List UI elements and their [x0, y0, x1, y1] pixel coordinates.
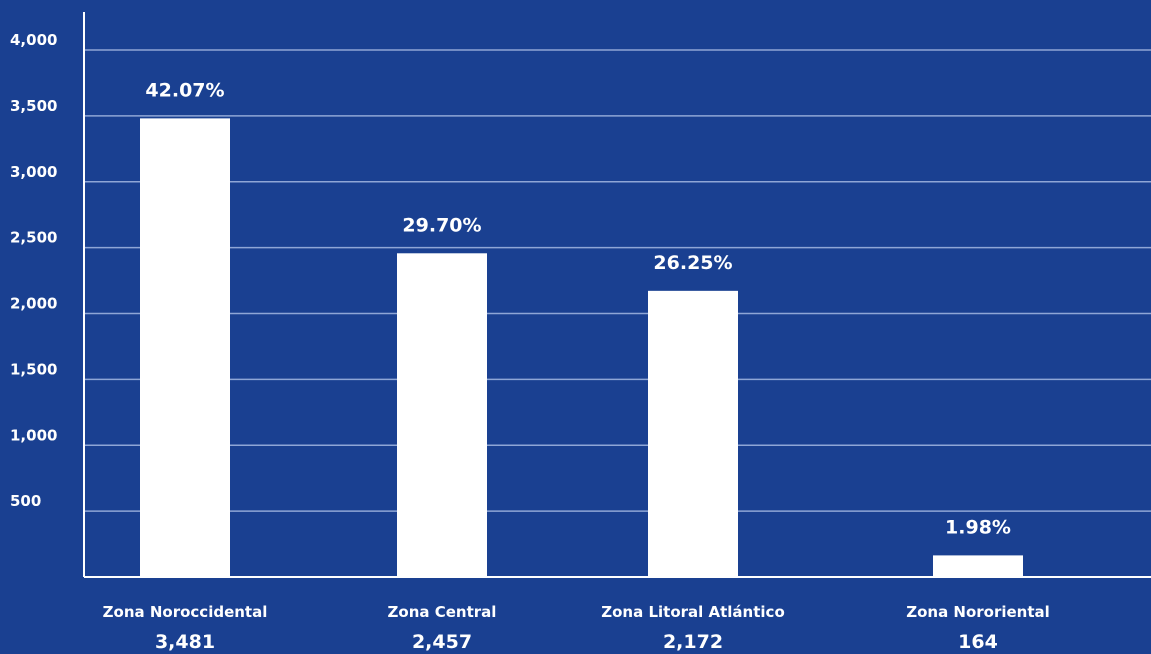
y-tick-label: 4,000: [10, 31, 57, 49]
grid-lines: [84, 49, 1151, 512]
x-value-label: 2,172: [663, 631, 723, 653]
y-tick-label: 2,500: [10, 229, 57, 247]
x-category-label: Zona Central: [388, 603, 497, 621]
bar: [397, 253, 487, 577]
bars: [140, 118, 1023, 578]
y-tick-label: 1,000: [10, 426, 57, 444]
y-tick-label: 500: [10, 492, 41, 510]
x-category-label: Zona Nororiental: [906, 603, 1050, 621]
x-value-label: 2,457: [412, 631, 472, 653]
y-tick-label: 1,500: [10, 360, 57, 378]
x-category-label: Zona Litoral Atlántico: [601, 603, 785, 621]
x-value-label: 3,481: [155, 631, 215, 653]
bar-labels: 42.07% Zona Noroccidental 3,481 29.70% Zona …: [103, 79, 1050, 653]
x-value-label: 164: [958, 631, 998, 653]
y-axis-ticks: 500 1,000 1,500 2,000 2,500 3,000 3,500 4,000: [10, 31, 57, 510]
bar-percent-label: 1.98%: [945, 516, 1011, 538]
bar: [648, 290, 738, 577]
x-category-label: Zona Noroccidental: [103, 603, 268, 621]
bar-percent-label: 26.25%: [653, 252, 732, 274]
bar: [933, 555, 1023, 577]
bar-percent-label: 29.70%: [402, 214, 481, 236]
y-tick-label: 2,000: [10, 295, 57, 313]
y-tick-label: 3,500: [10, 97, 57, 115]
bar: [140, 118, 230, 578]
y-tick-label: 3,000: [10, 163, 57, 181]
bar-percent-label: 42.07%: [145, 79, 224, 101]
